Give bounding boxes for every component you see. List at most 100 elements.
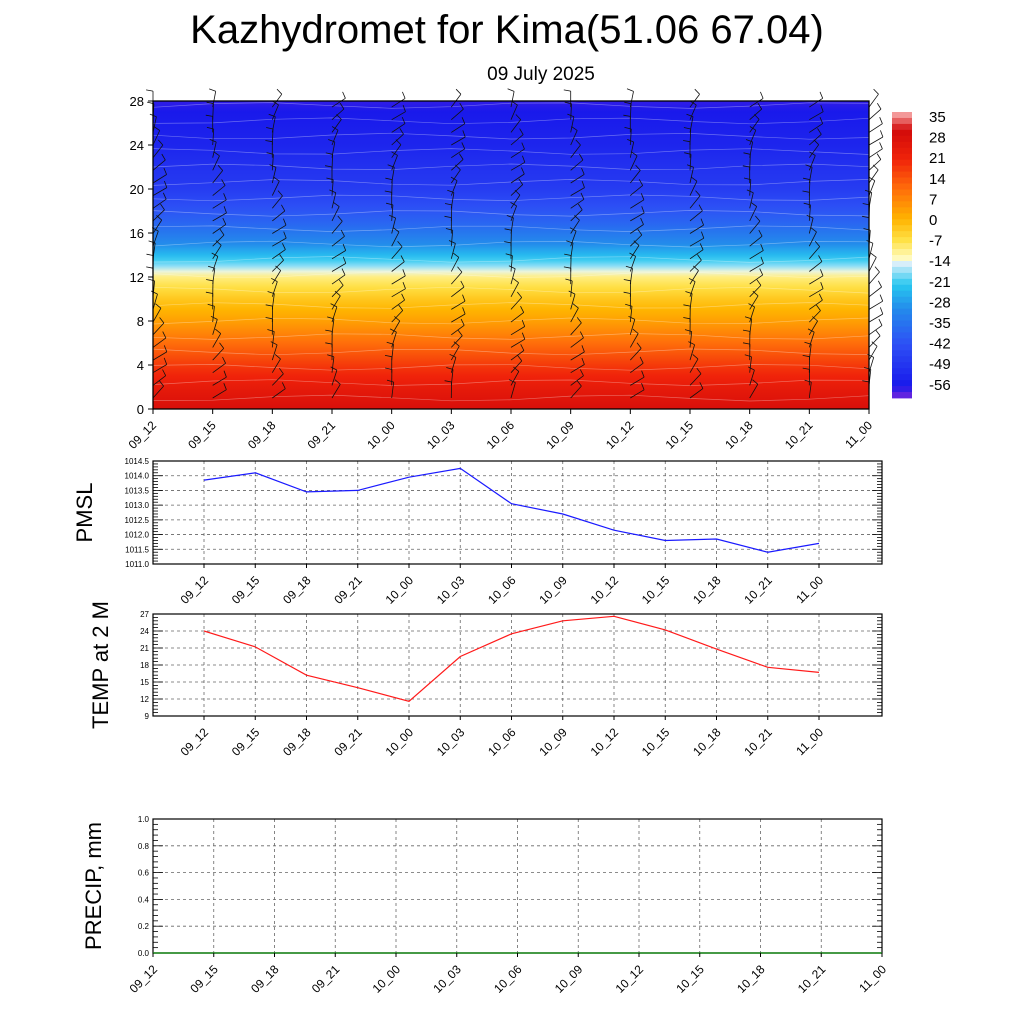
wind-barb <box>689 195 701 209</box>
wind-barb-flag <box>756 279 762 286</box>
wind-barb-flag <box>876 102 882 110</box>
wind-barb-flag <box>207 303 215 307</box>
colorbar-segment <box>892 308 912 315</box>
wind-barb <box>391 123 406 133</box>
wind-barb-flag <box>754 215 761 222</box>
wind-barb-flag <box>690 176 698 182</box>
wind-barb <box>391 261 405 272</box>
colorbar-segment <box>892 296 912 304</box>
x-tick-label: 10_09 <box>536 725 570 759</box>
wind-barb <box>271 270 282 285</box>
x-tick-label: 10_18 <box>734 962 768 996</box>
wind-barb <box>689 237 705 247</box>
wind-barb-flag <box>508 379 516 383</box>
wind-barb-flag <box>504 228 512 231</box>
chart-title: Kazhydromet for Kima(51.06 67.04) <box>190 8 824 52</box>
wind-barb-flag <box>804 379 812 383</box>
wind-barb <box>212 376 227 386</box>
colorbar-label: -7 <box>929 233 942 250</box>
colorbar-segment <box>892 237 912 244</box>
wind-barb-flag <box>748 303 755 308</box>
wind-barb-flag <box>576 317 582 324</box>
y-tick-label: 24 <box>130 138 144 153</box>
wind-barb-flag <box>457 266 463 273</box>
x-tick-label: 09_21 <box>331 573 365 607</box>
wind-barb-flag <box>158 380 164 387</box>
wind-barb <box>450 357 457 373</box>
wind-barb-flag <box>223 206 227 214</box>
wind-barb <box>331 306 338 323</box>
wind-barb-flag <box>400 255 405 262</box>
colorbar-segment <box>892 320 912 327</box>
wind-barb <box>391 217 396 234</box>
y-tick-label: 27 <box>140 610 149 619</box>
wind-barb <box>868 271 880 285</box>
y-tick-label: 4 <box>137 358 144 373</box>
x-tick-label: 11_00 <box>793 725 826 758</box>
wind-barb <box>868 169 879 184</box>
wind-barb-flag <box>270 341 278 346</box>
colorbar-segment <box>892 368 912 375</box>
wind-barb <box>272 373 284 386</box>
wind-barb <box>212 91 217 108</box>
wind-barb <box>570 209 583 222</box>
wind-barb-flag <box>744 354 752 358</box>
wind-barb <box>809 123 823 133</box>
panel-frame <box>152 460 883 565</box>
wind-barb <box>450 243 456 259</box>
colorbar-segment <box>892 117 912 125</box>
wind-barb <box>630 199 645 209</box>
wind-barb <box>331 179 334 196</box>
wind-barb <box>152 174 167 184</box>
wind-barb <box>331 263 347 272</box>
colorbar-segment <box>892 362 912 369</box>
wind-barb-flag <box>631 151 638 157</box>
wind-barb <box>450 369 454 386</box>
wind-barb <box>510 350 525 361</box>
wind-barb <box>570 364 585 374</box>
wind-barb-flag <box>511 100 518 106</box>
y-tick-label: 18 <box>140 661 149 670</box>
wind-barb-flag <box>325 329 333 332</box>
wind-barb-flag <box>817 128 822 135</box>
wind-barb-flag <box>802 367 810 370</box>
wind-barb-flag <box>518 178 524 185</box>
y-tick-label: 20 <box>130 182 144 197</box>
wind-barb <box>272 224 287 234</box>
wind-barb <box>749 192 754 209</box>
wind-barb-flag <box>632 328 639 334</box>
wind-barb-flag <box>571 126 578 131</box>
wind-barb-flag <box>279 254 284 261</box>
wind-barb-flag <box>520 306 525 313</box>
x-tick-label: 09_12 <box>178 573 212 607</box>
wind-barb <box>749 220 761 234</box>
wind-barb <box>629 155 638 171</box>
wind-barb-flag <box>517 355 523 362</box>
wind-barb <box>391 288 406 298</box>
wind-barb <box>212 333 222 348</box>
x-tick-label: 09_15 <box>229 573 263 607</box>
wind-barb-flag <box>453 341 460 347</box>
wind-barb-flag <box>879 142 883 149</box>
wind-barb-flag <box>268 113 276 117</box>
contour-line <box>152 210 870 217</box>
wind-barb <box>510 217 514 234</box>
wind-barb <box>570 159 584 171</box>
wind-barb <box>152 144 164 158</box>
wind-barb-flag <box>683 140 691 143</box>
wind-barb <box>630 389 645 399</box>
wind-barb-flag <box>871 341 878 347</box>
wind-barb <box>570 144 581 158</box>
wind-barb-flag <box>267 329 275 332</box>
wind-barb <box>271 195 283 209</box>
wind-barb <box>629 103 632 120</box>
wind-barb <box>868 300 883 310</box>
wind-barb-flag <box>444 380 452 383</box>
wind-barb-flag <box>384 355 392 358</box>
x-tick-label: 10_18 <box>722 418 756 452</box>
wind-barb-flag <box>696 367 702 374</box>
wind-barb-flag <box>462 130 466 138</box>
colorbar-label: -35 <box>929 315 951 332</box>
wind-barb <box>451 148 465 159</box>
colorbar-segment <box>892 112 912 119</box>
